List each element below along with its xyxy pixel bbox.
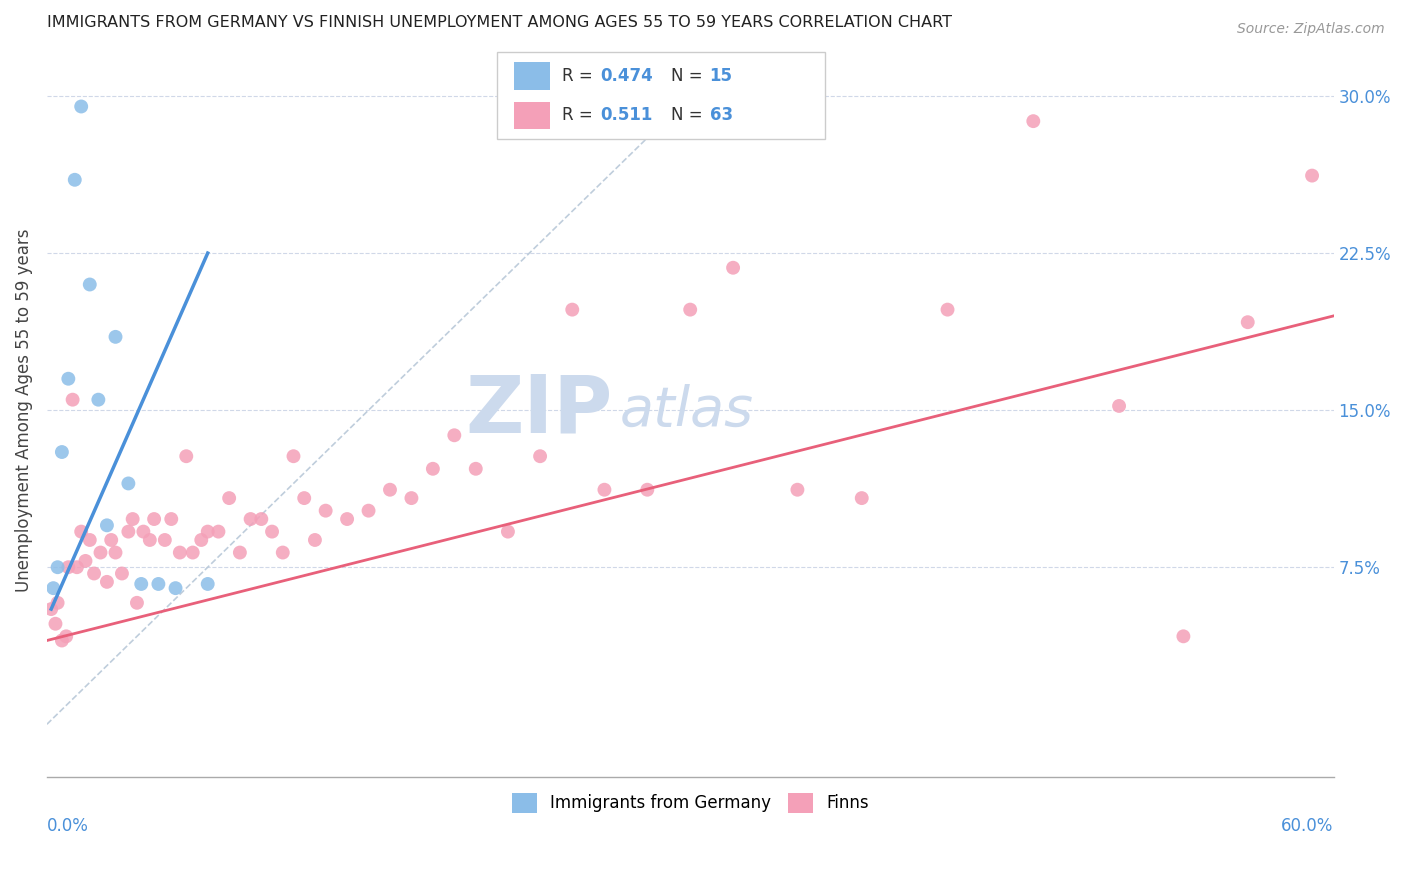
FancyBboxPatch shape	[515, 62, 550, 90]
Point	[197, 524, 219, 539]
Point	[148, 577, 170, 591]
Text: ZIP: ZIP	[465, 371, 613, 450]
Point	[143, 512, 166, 526]
Point	[51, 633, 73, 648]
Point	[70, 524, 93, 539]
Text: 60.0%: 60.0%	[1281, 817, 1333, 835]
Point	[111, 566, 134, 581]
Point	[87, 392, 110, 407]
Point	[378, 483, 401, 497]
Text: Source: ZipAtlas.com: Source: ZipAtlas.com	[1237, 22, 1385, 37]
Point	[104, 330, 127, 344]
Point	[89, 545, 111, 559]
Text: 0.0%: 0.0%	[46, 817, 89, 835]
Text: atlas: atlas	[620, 384, 754, 437]
Point	[125, 596, 148, 610]
Point	[1173, 629, 1195, 643]
Point	[100, 533, 122, 547]
Point	[207, 524, 229, 539]
Point	[139, 533, 162, 547]
Point	[79, 277, 101, 292]
Point	[315, 503, 337, 517]
Point	[132, 524, 155, 539]
Text: IMMIGRANTS FROM GERMANY VS FINNISH UNEMPLOYMENT AMONG AGES 55 TO 59 YEARS CORREL: IMMIGRANTS FROM GERMANY VS FINNISH UNEMP…	[46, 15, 952, 30]
Point	[129, 577, 152, 591]
Point	[42, 581, 65, 595]
Point	[636, 483, 658, 497]
Point	[229, 545, 252, 559]
Point	[218, 491, 240, 505]
Point	[96, 518, 118, 533]
Point	[160, 512, 183, 526]
Point	[83, 566, 105, 581]
Point	[104, 545, 127, 559]
Point	[679, 302, 702, 317]
Point	[529, 449, 551, 463]
Point	[153, 533, 176, 547]
Point	[936, 302, 959, 317]
Point	[181, 545, 204, 559]
Point	[58, 560, 80, 574]
Point	[721, 260, 744, 275]
Point	[496, 524, 519, 539]
Point	[46, 560, 69, 574]
Point	[443, 428, 465, 442]
Point	[561, 302, 583, 317]
Point	[357, 503, 380, 517]
Point	[1022, 114, 1045, 128]
Text: N =: N =	[671, 67, 707, 85]
Text: R =: R =	[561, 106, 603, 125]
Point	[250, 512, 273, 526]
Point	[165, 581, 187, 595]
Point	[46, 596, 69, 610]
FancyBboxPatch shape	[498, 53, 825, 139]
Point	[51, 445, 73, 459]
Point	[593, 483, 616, 497]
Point	[422, 462, 444, 476]
Text: 15: 15	[710, 67, 733, 85]
Point	[1108, 399, 1130, 413]
Point	[283, 449, 305, 463]
Point	[55, 629, 77, 643]
Text: 0.511: 0.511	[600, 106, 652, 125]
Text: 0.474: 0.474	[600, 67, 652, 85]
Point	[79, 533, 101, 547]
Y-axis label: Unemployment Among Ages 55 to 59 years: Unemployment Among Ages 55 to 59 years	[15, 228, 32, 592]
Point	[271, 545, 294, 559]
Point	[117, 524, 139, 539]
Point	[96, 574, 118, 589]
Point	[851, 491, 873, 505]
Point	[39, 602, 62, 616]
Point	[62, 392, 84, 407]
Point	[1301, 169, 1323, 183]
Point	[63, 173, 86, 187]
Point	[174, 449, 197, 463]
Point	[58, 372, 80, 386]
Text: R =: R =	[561, 67, 598, 85]
Point	[464, 462, 486, 476]
Point	[44, 616, 66, 631]
Point	[336, 512, 359, 526]
Point	[190, 533, 212, 547]
Point	[292, 491, 315, 505]
Text: 63: 63	[710, 106, 733, 125]
Point	[169, 545, 191, 559]
Point	[304, 533, 326, 547]
Point	[121, 512, 143, 526]
Point	[786, 483, 808, 497]
Point	[239, 512, 262, 526]
Point	[260, 524, 283, 539]
Point	[66, 560, 89, 574]
Point	[117, 476, 139, 491]
Point	[197, 577, 219, 591]
Point	[70, 99, 93, 113]
Point	[1236, 315, 1258, 329]
Legend: Immigrants from Germany, Finns: Immigrants from Germany, Finns	[505, 786, 876, 820]
FancyBboxPatch shape	[515, 102, 550, 129]
Point	[75, 554, 97, 568]
Point	[401, 491, 423, 505]
Text: N =: N =	[671, 106, 707, 125]
